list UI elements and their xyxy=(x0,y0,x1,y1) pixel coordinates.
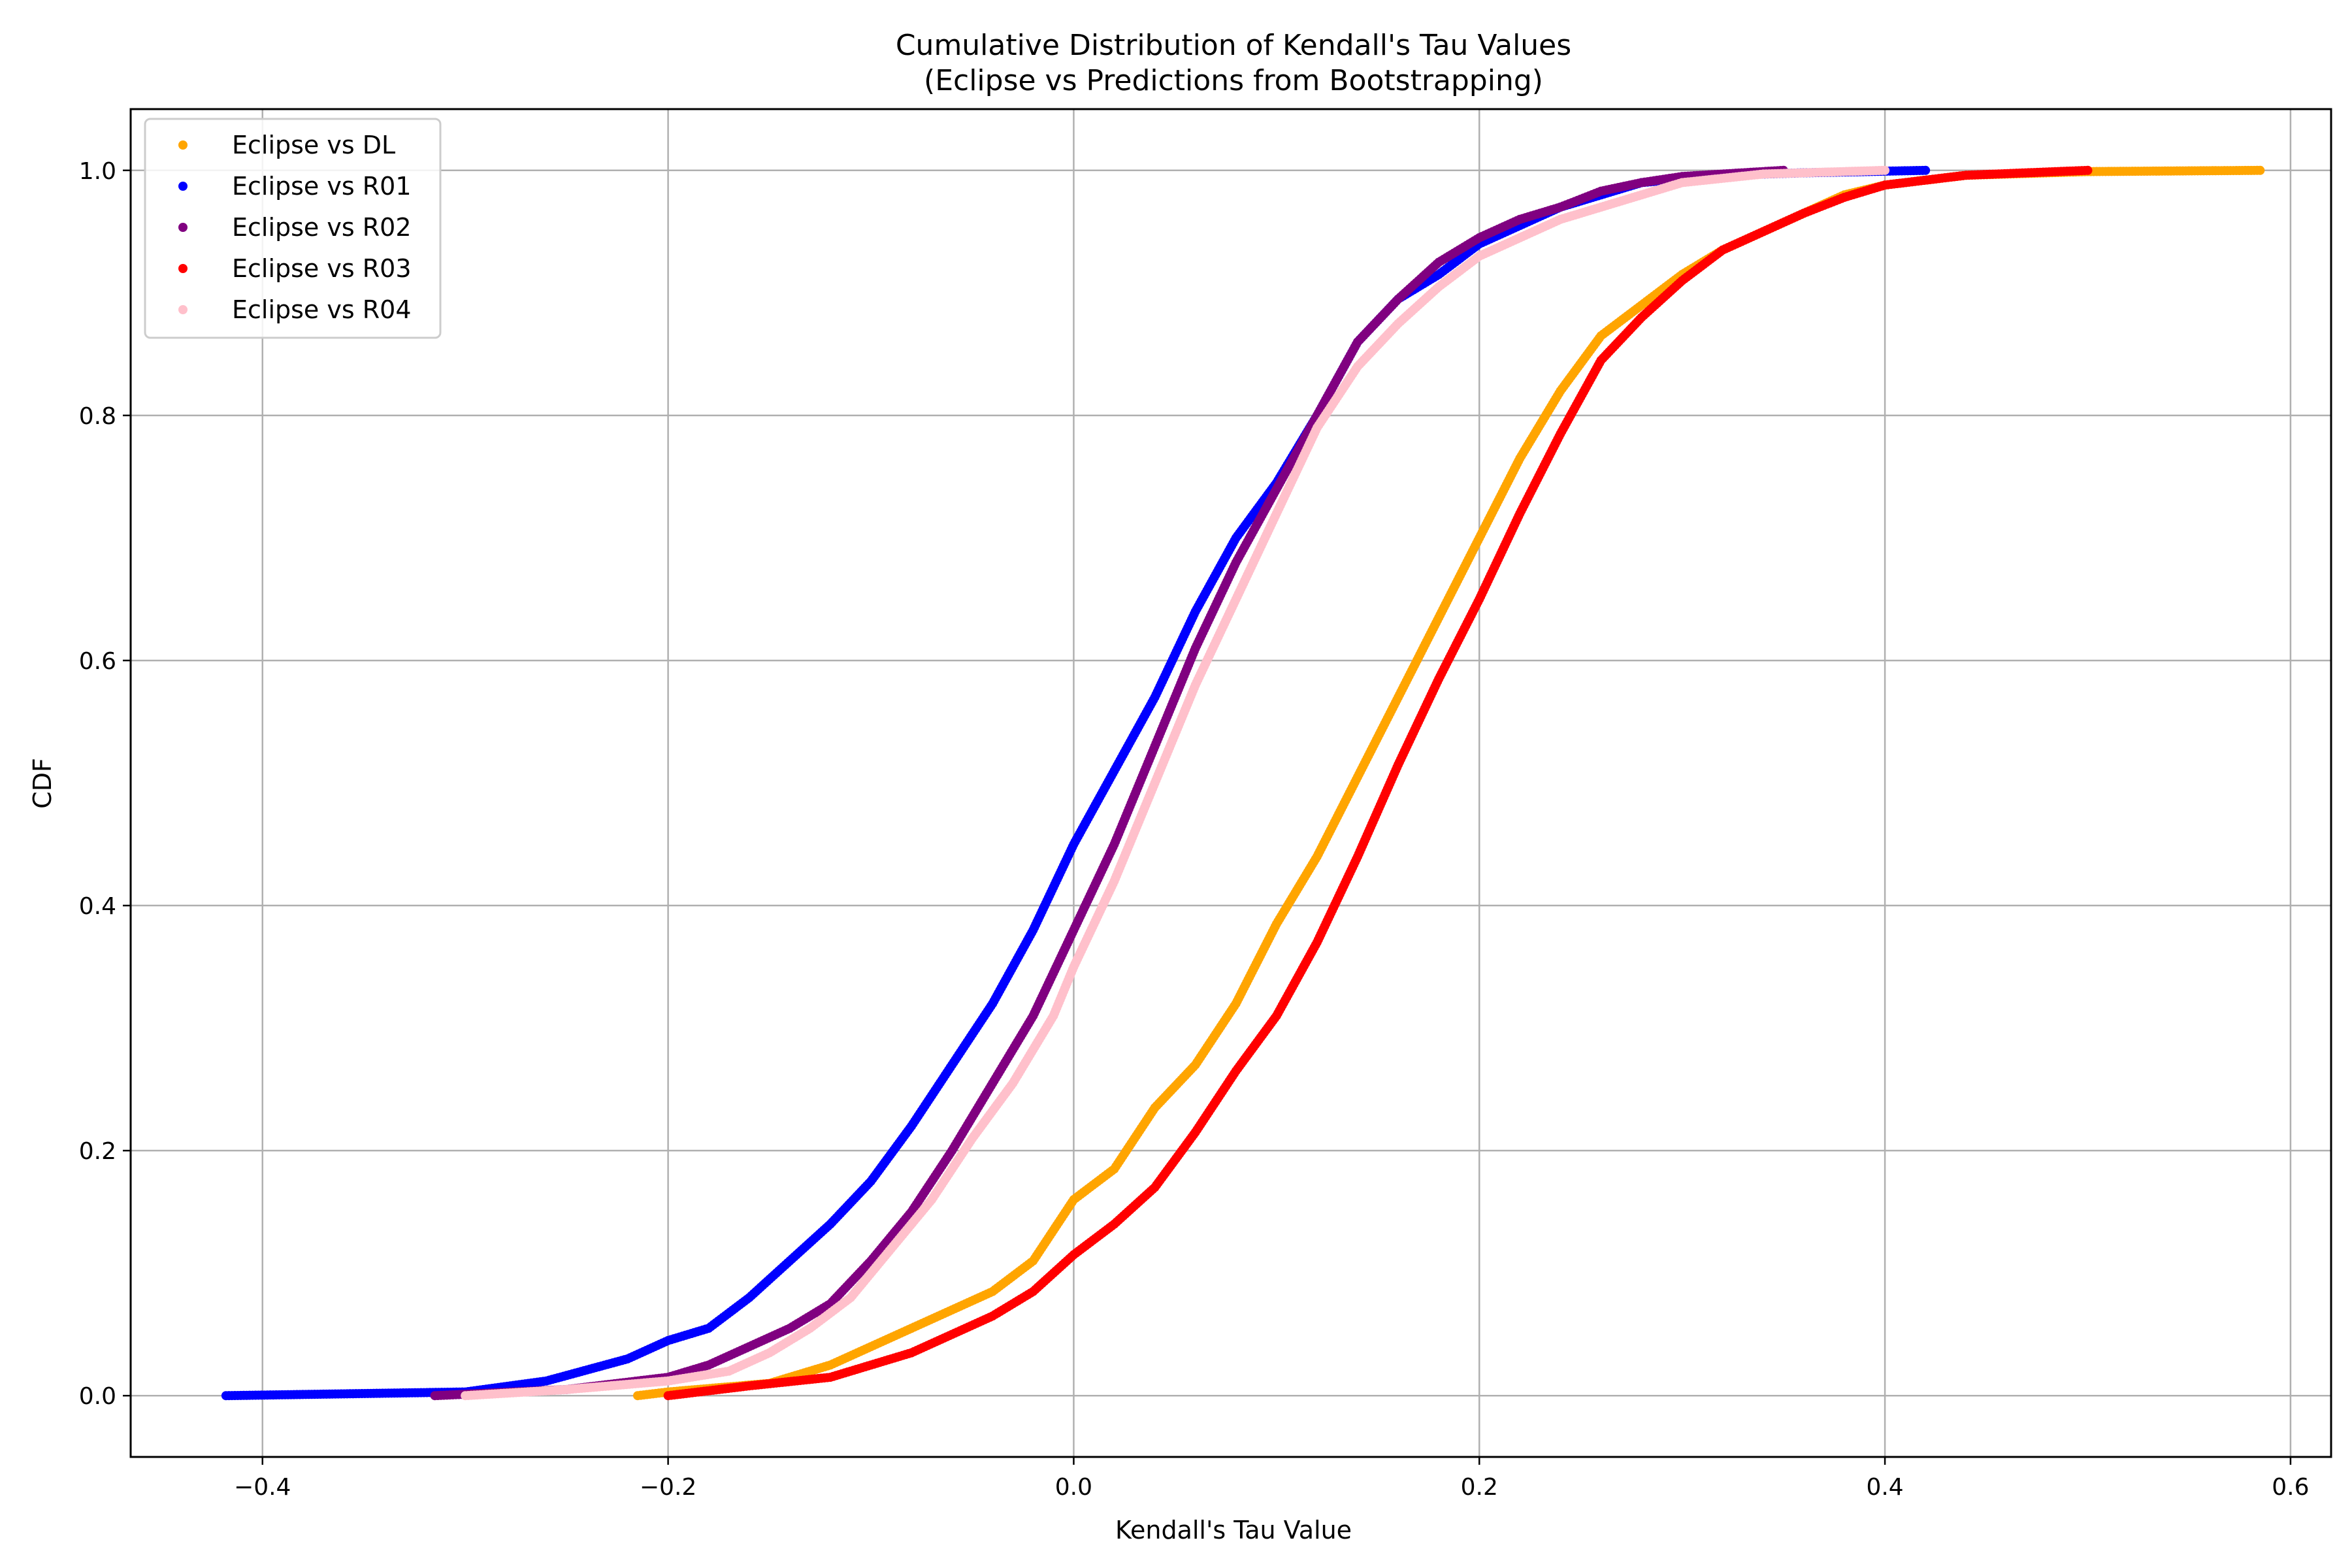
data-point xyxy=(2255,165,2265,175)
series-eclipse-vs-r03 xyxy=(663,165,2093,1401)
x-tick-label: 0.6 xyxy=(2272,1474,2309,1501)
legend: Eclipse vs DL Eclipse vs R01 Eclipse vs R0… xyxy=(144,118,442,339)
x-tick-label: 0.2 xyxy=(1461,1474,1498,1501)
y-tick-label: 0.0 xyxy=(79,1383,116,1410)
legend-label: Eclipse vs R01 xyxy=(232,172,412,201)
y-tick-label: 0.2 xyxy=(79,1138,116,1165)
legend-label: Eclipse vs R03 xyxy=(232,254,412,283)
legend-marker xyxy=(178,140,188,150)
legend-marker xyxy=(178,223,188,232)
series-eclipse-vs-r04 xyxy=(461,165,1890,1401)
grid-lines xyxy=(131,109,2331,1457)
y-tick-label: 0.8 xyxy=(79,403,116,430)
data-point xyxy=(2083,165,2093,175)
x-tick-label: −0.2 xyxy=(640,1474,696,1501)
chart-subtitle: (Eclipse vs Predictions from Bootstrappi… xyxy=(924,64,1543,97)
axis-ticks: −0.4 −0.2 0.0 0.2 0.4 0.6 0.0 0.2 0.4 0.6 0.8 1.0 xyxy=(79,158,2310,1501)
legend-marker xyxy=(178,182,188,191)
x-tick-label: 0.0 xyxy=(1055,1474,1092,1501)
legend-label: Eclipse vs R02 xyxy=(232,213,412,242)
legend-box xyxy=(144,118,442,339)
data-point xyxy=(1880,165,1890,175)
legend-label: Eclipse vs R04 xyxy=(232,295,412,324)
legend-marker xyxy=(178,264,188,273)
y-axis-label: CDF xyxy=(28,758,57,809)
series-eclipse-vs-r02 xyxy=(430,165,1788,1401)
legend-items: Eclipse vs DL Eclipse vs R01 Eclipse vs R0… xyxy=(178,131,412,324)
y-tick-label: 1.0 xyxy=(79,158,116,185)
plot-area-frame xyxy=(129,108,2332,1458)
series-layer xyxy=(221,165,2265,1401)
x-axis-label: Kendall's Tau Value xyxy=(1115,1516,1352,1544)
y-tick-label: 0.6 xyxy=(79,648,116,675)
x-tick-label: 0.4 xyxy=(1866,1474,1903,1501)
chart-title: Cumulative Distribution of Kendall's Tau… xyxy=(896,29,1571,62)
legend-label: Eclipse vs DL xyxy=(232,131,395,159)
x-tick-label: −0.4 xyxy=(234,1474,291,1501)
legend-marker xyxy=(178,305,188,314)
y-tick-label: 0.4 xyxy=(79,893,116,920)
data-point xyxy=(1921,165,1931,175)
